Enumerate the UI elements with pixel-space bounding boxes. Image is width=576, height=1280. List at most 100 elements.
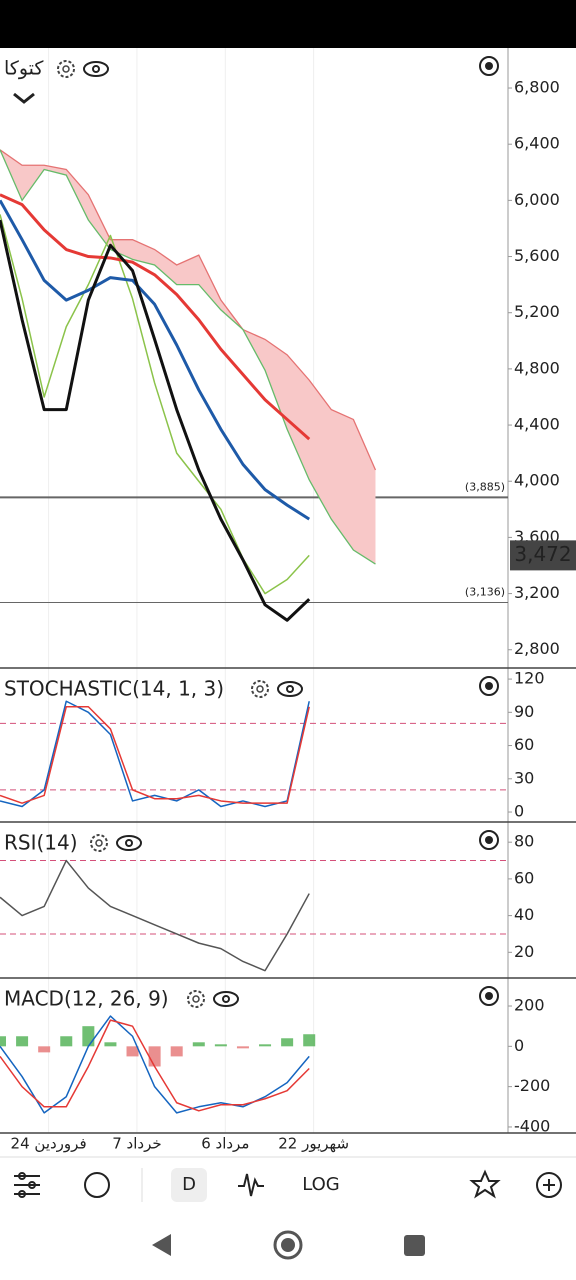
y-tick-label: 20 <box>514 942 534 961</box>
gear-icon <box>251 680 269 698</box>
x-tick-label: 6 مرداد <box>201 1135 249 1153</box>
histogram-bar <box>82 1026 95 1047</box>
y-tick-label: -400 <box>514 1116 550 1135</box>
y-tick-label: 30 <box>514 768 534 787</box>
series-line <box>0 859 310 972</box>
gear-icon <box>187 990 205 1008</box>
series-line <box>0 193 311 441</box>
histogram-bar <box>38 1046 51 1053</box>
histogram-bar <box>281 1038 294 1047</box>
target-dot <box>485 992 493 1000</box>
gear-icon <box>57 60 75 78</box>
chart-type-icon[interactable] <box>238 1173 264 1197</box>
series-line <box>0 219 311 622</box>
target-icon[interactable] <box>479 986 499 1006</box>
y-tick-label: 6,400 <box>514 134 560 153</box>
cloud-fill <box>0 149 376 565</box>
cloud-upper <box>0 149 377 471</box>
y-tick-label: -200 <box>514 1076 550 1095</box>
level-label: (3,885) <box>465 480 505 493</box>
x-tick-label: 22 شهریور <box>278 1135 349 1153</box>
level-label: (3,136) <box>465 586 505 599</box>
symbol: کتوکا <box>4 58 44 80</box>
eye-icon <box>116 835 142 851</box>
indicator-icon[interactable] <box>84 1172 110 1198</box>
histogram-bar <box>126 1046 139 1057</box>
panel-title: STOCHASTIC(14, 1, 3) <box>4 677 224 701</box>
add-plus[interactable] <box>543 1179 555 1191</box>
y-tick-label: 4,800 <box>514 358 560 377</box>
eye-icon <box>213 991 239 1007</box>
series-line <box>0 1019 310 1112</box>
series-line <box>0 199 311 521</box>
log-button[interactable]: LOG <box>302 1174 340 1195</box>
target-icon[interactable] <box>479 56 499 76</box>
y-tick-label: 60 <box>514 735 534 754</box>
toolbar <box>0 1157 576 1212</box>
panel-title: RSI(14) <box>4 831 78 855</box>
y-tick-label: 200 <box>514 996 545 1015</box>
series-line <box>0 214 310 595</box>
eye-icon <box>277 681 303 697</box>
histogram-bar <box>60 1036 73 1047</box>
eye-icon <box>83 61 109 77</box>
y-tick-label: 40 <box>514 905 534 924</box>
histogram-bar <box>170 1046 183 1057</box>
interval-button[interactable] <box>171 1168 207 1202</box>
status-bar <box>0 0 576 48</box>
y-tick-label: 5,200 <box>514 302 560 321</box>
histogram-bar <box>214 1044 227 1047</box>
histogram-bar <box>148 1046 161 1067</box>
target-icon[interactable] <box>479 676 499 696</box>
y-tick-label: 3,200 <box>514 583 560 602</box>
histogram-bar <box>192 1042 205 1047</box>
add-icon[interactable] <box>536 1172 562 1198</box>
target-dot <box>485 62 493 70</box>
last-price-box <box>510 540 576 571</box>
gear-center <box>192 995 200 1003</box>
y-tick-label: 120 <box>514 669 545 688</box>
histogram-bar <box>236 1046 249 1049</box>
nav-home-dot[interactable] <box>281 1238 295 1252</box>
y-tick-label: 60 <box>514 868 534 887</box>
y-tick-label: 4,400 <box>514 415 560 434</box>
histogram-bar <box>0 1036 6 1047</box>
last-price-label: 3,472 <box>514 542 571 566</box>
gear-center <box>95 839 103 847</box>
eye-pupil <box>222 995 230 1003</box>
nav-home[interactable] <box>273 1230 303 1260</box>
nav-recent[interactable] <box>404 1235 425 1256</box>
histogram-bar <box>16 1036 29 1047</box>
target-icon[interactable] <box>479 830 499 850</box>
gear-center <box>256 685 264 693</box>
collapse-icon[interactable] <box>13 92 35 104</box>
histogram-bar <box>259 1044 272 1047</box>
eye-pupil <box>92 65 100 73</box>
favorite-icon[interactable] <box>469 1169 501 1199</box>
y-tick-label: 90 <box>514 702 534 721</box>
target-dot <box>485 836 493 844</box>
y-tick-label: 4,000 <box>514 471 560 490</box>
interval[interactable]: D <box>182 1174 196 1195</box>
x-tick-label: 24 فروردین <box>11 1135 87 1153</box>
target-dot <box>485 682 493 690</box>
gear-icon <box>90 834 108 852</box>
nav-back[interactable] <box>152 1234 171 1256</box>
y-tick-label: 0 <box>514 802 524 821</box>
y-tick-label: 80 <box>514 832 534 851</box>
eye-pupil <box>286 685 294 693</box>
histogram-bar <box>104 1042 117 1047</box>
settings-icon[interactable] <box>14 1172 40 1198</box>
x-tick-label: 7 خرداد <box>112 1135 161 1153</box>
gear-center <box>62 65 70 73</box>
y-tick-label: 5,600 <box>514 246 560 265</box>
series-line <box>0 706 310 804</box>
y-tick-label: 2,800 <box>514 639 560 658</box>
histogram-bar <box>303 1034 316 1047</box>
eye-pupil <box>125 839 133 847</box>
panel-title: MACD(12, 26, 9) <box>4 987 169 1011</box>
cloud-lower <box>0 149 376 565</box>
series-line <box>0 700 310 808</box>
